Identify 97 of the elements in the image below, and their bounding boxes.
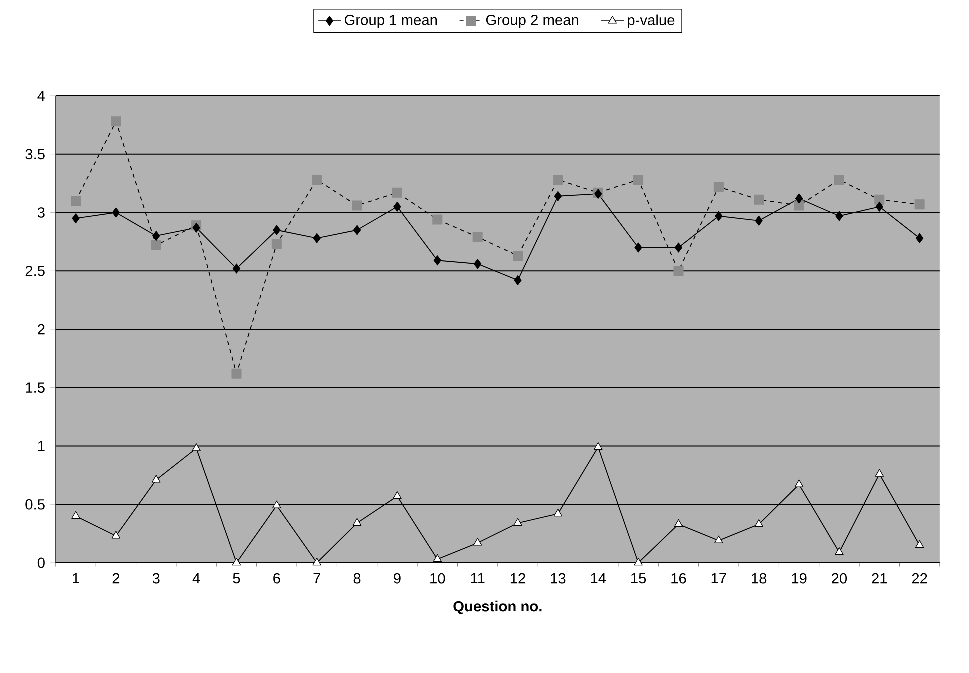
point — [432, 214, 443, 225]
x-tick-label: 15 — [632, 573, 646, 584]
point — [272, 500, 282, 508]
legend-label: p-value — [628, 14, 675, 28]
x-tick-label: 9 — [394, 573, 401, 584]
point — [393, 491, 402, 500]
y-tick-label: 4 — [38, 90, 46, 102]
y-tick-label: 3 — [38, 208, 45, 218]
point — [71, 196, 82, 206]
point — [473, 538, 482, 546]
x-axis-title: Question no. — [454, 600, 542, 614]
point — [232, 368, 242, 379]
point — [352, 200, 362, 211]
point — [472, 232, 483, 242]
legend-label: Group 2 mean — [486, 14, 578, 28]
point — [513, 250, 524, 261]
point — [192, 444, 201, 452]
point — [674, 266, 684, 276]
x-tick-label: 17 — [712, 573, 726, 584]
point — [714, 536, 724, 544]
point — [835, 547, 844, 556]
x-tick-label: 7 — [314, 573, 320, 584]
point — [715, 211, 723, 222]
x-tick-label: 12 — [510, 573, 526, 584]
point — [874, 194, 885, 205]
point — [634, 558, 643, 566]
point — [152, 475, 161, 483]
x-tick-label: 22 — [912, 573, 928, 584]
point — [916, 233, 924, 244]
point — [754, 194, 764, 205]
point — [273, 225, 281, 236]
x-tick-label: 2 — [112, 573, 120, 584]
x-tick-label: 21 — [872, 573, 888, 584]
y-tick-label: 1 — [38, 441, 45, 452]
point — [794, 480, 804, 488]
point — [634, 175, 644, 186]
x-tick-label: 1 — [73, 573, 80, 584]
point — [794, 200, 804, 211]
y-tick-label: 2.5 — [26, 266, 45, 276]
x-tick-label: 4 — [192, 573, 200, 584]
x-tick-label: 8 — [354, 573, 361, 584]
point — [112, 531, 121, 539]
point — [394, 202, 402, 212]
x-tick-label: 3 — [152, 573, 160, 584]
point — [554, 508, 563, 517]
point — [111, 116, 122, 127]
point — [313, 233, 321, 244]
legend-label: Group 1 mean — [344, 14, 438, 28]
point — [474, 259, 482, 270]
point — [72, 511, 80, 519]
x-tick-label: 13 — [551, 573, 566, 584]
x-tick-label: 20 — [832, 573, 848, 584]
point — [634, 242, 642, 253]
point — [232, 558, 242, 566]
point — [755, 216, 763, 226]
y-tick-label: 1.5 — [26, 382, 45, 393]
point — [836, 211, 844, 222]
point — [112, 208, 120, 218]
point — [312, 175, 322, 186]
point — [514, 275, 522, 286]
point — [915, 540, 924, 548]
point — [72, 214, 80, 224]
point — [876, 202, 884, 212]
x-tick-label: 6 — [274, 573, 280, 584]
y-tick-label: 3.5 — [26, 149, 45, 160]
y-tick-label: 0 — [38, 558, 45, 568]
point — [795, 194, 804, 204]
x-tick-label: 5 — [233, 573, 240, 584]
point — [514, 518, 522, 526]
x-tick-label: 11 — [471, 573, 485, 584]
x-tick-label: 18 — [752, 573, 767, 584]
y-tick-label: 0.5 — [26, 499, 45, 510]
point — [674, 519, 684, 528]
point — [392, 188, 402, 198]
point — [353, 225, 362, 236]
point — [754, 519, 764, 528]
x-tick-label: 10 — [430, 573, 446, 584]
point — [151, 240, 162, 250]
point — [434, 256, 442, 266]
y-tick-label: 2 — [38, 324, 45, 335]
point — [152, 231, 160, 242]
point — [272, 239, 282, 250]
point — [714, 182, 724, 192]
point — [232, 264, 241, 274]
point — [875, 469, 884, 477]
point — [312, 558, 322, 566]
x-tick-label: 19 — [792, 573, 807, 584]
point — [914, 200, 925, 210]
point — [352, 518, 362, 526]
x-tick-label: 16 — [672, 573, 686, 584]
point — [834, 175, 844, 186]
point — [553, 175, 564, 186]
point — [433, 554, 442, 562]
point — [674, 242, 683, 253]
point — [554, 191, 562, 202]
point — [594, 442, 603, 450]
x-tick-label: 14 — [591, 573, 606, 584]
